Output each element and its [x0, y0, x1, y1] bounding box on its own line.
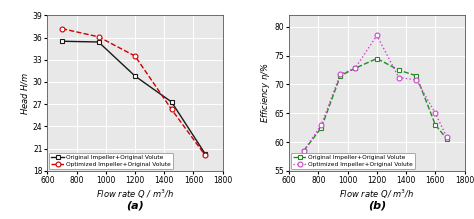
Text: (b): (b): [368, 200, 386, 210]
Optimized Impeller+Original Volute: [59, 27, 65, 30]
Line: Optimized Impeller+Original Volute: Optimized Impeller+Original Volute: [60, 26, 208, 158]
Legend: Original Impeller+Original Volute, Optimized Impeller+Original Volute: Original Impeller+Original Volute, Optim…: [291, 153, 415, 169]
Original Impeller+Original Volute: [202, 152, 208, 155]
Original Impeller+Original Volute: [444, 138, 450, 140]
Original Impeller+Original Volute: [374, 57, 380, 60]
Original Impeller+Original Volute: [169, 101, 174, 103]
Original Impeller+Original Volute: [413, 74, 419, 77]
Optimized Impeller+Original Volute: [301, 149, 307, 152]
Optimized Impeller+Original Volute: [374, 34, 380, 37]
X-axis label: Flow rate $Q$/ m$^3$/h: Flow rate $Q$/ m$^3$/h: [339, 187, 415, 201]
Original Impeller+Original Volute: [96, 41, 101, 43]
Line: Original Impeller+Original Volute: Original Impeller+Original Volute: [301, 56, 449, 153]
Original Impeller+Original Volute: [396, 69, 401, 71]
Optimized Impeller+Original Volute: [352, 67, 358, 70]
Optimized Impeller+Original Volute: [396, 76, 401, 79]
Optimized Impeller+Original Volute: [432, 112, 438, 115]
Original Impeller+Original Volute: [432, 124, 438, 126]
Y-axis label: Efficiency $\eta$/%: Efficiency $\eta$/%: [259, 63, 272, 123]
Optimized Impeller+Original Volute: [202, 154, 208, 157]
Optimized Impeller+Original Volute: [444, 136, 450, 139]
Line: Original Impeller+Original Volute: Original Impeller+Original Volute: [60, 39, 208, 156]
Original Impeller+Original Volute: [59, 40, 65, 42]
Legend: Original Impeller+Original Volute, Optimized Impeller+Original Volute: Original Impeller+Original Volute, Optim…: [49, 153, 173, 169]
Y-axis label: Head $H$/m: Head $H$/m: [19, 71, 30, 115]
Optimized Impeller+Original Volute: [132, 55, 138, 57]
Optimized Impeller+Original Volute: [337, 73, 343, 75]
Optimized Impeller+Original Volute: [319, 124, 324, 126]
Line: Optimized Impeller+Original Volute: Optimized Impeller+Original Volute: [301, 33, 449, 153]
Original Impeller+Original Volute: [132, 75, 138, 77]
Optimized Impeller+Original Volute: [96, 35, 101, 38]
Optimized Impeller+Original Volute: [169, 108, 174, 111]
Text: (a): (a): [126, 200, 144, 210]
Original Impeller+Original Volute: [319, 126, 324, 129]
Original Impeller+Original Volute: [352, 67, 358, 70]
X-axis label: Flow rate $Q$ / m$^3$/h: Flow rate $Q$ / m$^3$/h: [96, 187, 174, 201]
Original Impeller+Original Volute: [301, 149, 307, 152]
Optimized Impeller+Original Volute: [413, 79, 419, 81]
Original Impeller+Original Volute: [337, 74, 343, 77]
